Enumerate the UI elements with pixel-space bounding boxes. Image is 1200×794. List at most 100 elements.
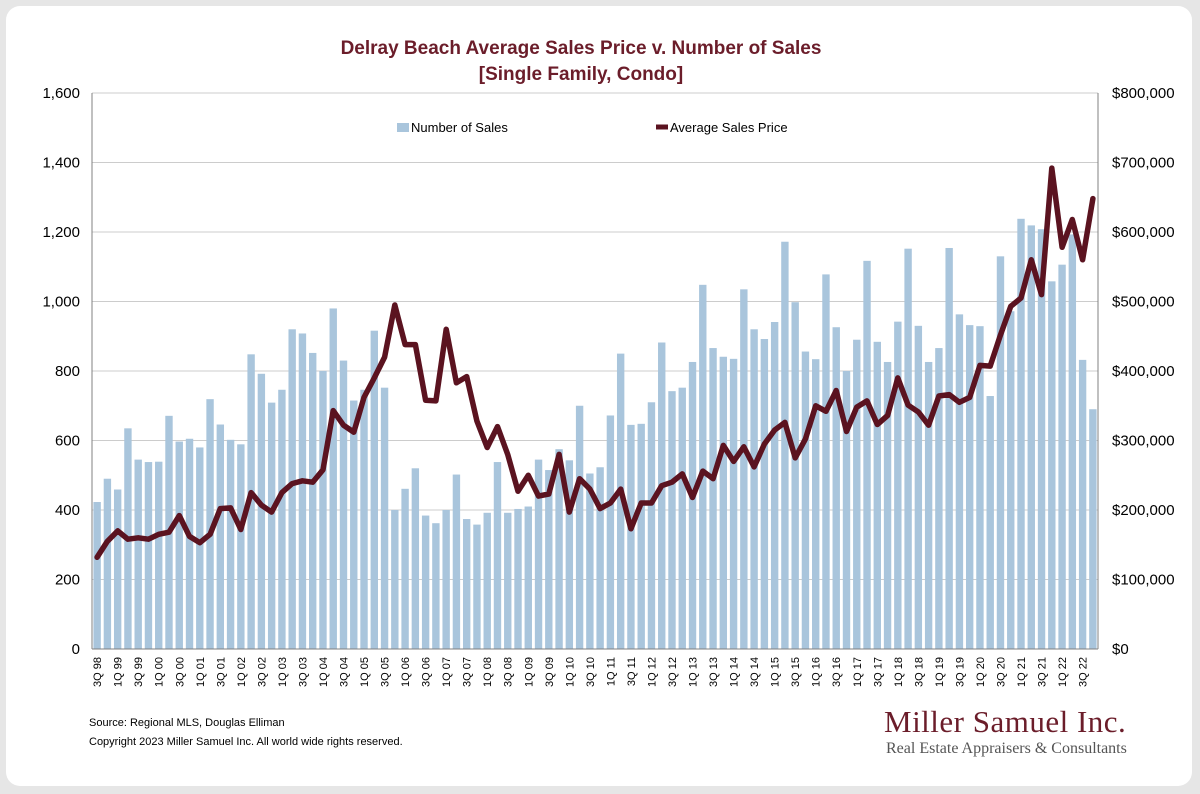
- y-left-tick-label: 1,200: [42, 224, 80, 241]
- bar: [996, 256, 1005, 649]
- axes: [91, 93, 1099, 650]
- copyright-note: Copyright 2023 Miller Samuel Inc. All wo…: [89, 736, 403, 748]
- y-left-tick-label: 800: [55, 363, 80, 380]
- chart-subtitle: [Single Family, Condo]: [478, 64, 684, 85]
- bar: [668, 391, 676, 649]
- bar: [514, 508, 522, 649]
- bar: [350, 400, 358, 649]
- bar: [637, 423, 645, 649]
- y-right-tick-label: $100,000: [1112, 572, 1175, 589]
- x-tick-label: 3Q 04: [339, 657, 351, 687]
- bar: [226, 439, 235, 649]
- x-tick-label: 1Q 22: [1057, 657, 1069, 687]
- x-tick-label: 3Q 13: [708, 657, 720, 687]
- bar: [935, 348, 943, 649]
- bar: [1078, 359, 1087, 649]
- x-tick-label: 1Q 10: [564, 657, 576, 687]
- bar: [175, 441, 183, 649]
- bar: [267, 402, 276, 649]
- bar: [504, 512, 512, 649]
- x-tick-label: 3Q 10: [585, 657, 597, 687]
- y-axis-left-ticks: 0 200 400 600 800 1,000 1,200 1,400 1,600: [42, 85, 80, 658]
- bar: [586, 473, 594, 649]
- bar: [452, 474, 461, 649]
- x-tick-label: 3Q 21: [1037, 657, 1049, 687]
- bar: [432, 523, 440, 649]
- bar: [781, 241, 789, 650]
- bar: [1017, 218, 1025, 650]
- bar: [196, 447, 204, 649]
- bar: [370, 330, 378, 649]
- bar: [237, 444, 245, 649]
- bar: [965, 325, 974, 649]
- bar: [924, 361, 933, 649]
- y-right-tick-label: $400,000: [1112, 363, 1175, 380]
- x-tick-label: 1Q 03: [277, 657, 289, 687]
- bar: [873, 341, 881, 649]
- bar: [688, 361, 697, 649]
- bar: [555, 449, 563, 649]
- bar: [822, 274, 830, 649]
- bar: [575, 405, 584, 649]
- bar: [801, 351, 810, 649]
- bar: [545, 470, 553, 649]
- legend-label-sales: Number of Sales: [411, 120, 508, 135]
- legend: Number of Sales Average Sales Price: [397, 120, 788, 135]
- bar: [309, 352, 317, 649]
- legend-swatch-sales: [397, 123, 409, 132]
- x-tick-label: 1Q 04: [318, 657, 330, 687]
- bar: [750, 329, 758, 649]
- x-tick-label: 1Q 18: [893, 657, 905, 687]
- x-tick-label: 1Q 02: [236, 657, 248, 687]
- bar: [729, 358, 738, 649]
- x-tick-label: 3Q 11: [626, 657, 638, 686]
- bar: [894, 321, 902, 649]
- bar: [1027, 225, 1035, 649]
- bar: [1007, 311, 1015, 649]
- x-tick-label: 1Q 99: [113, 657, 125, 687]
- bar: [699, 284, 707, 649]
- y-right-tick-label: $800,000: [1112, 85, 1175, 102]
- x-tick-label: 3Q 12: [667, 657, 679, 687]
- bar: [483, 512, 491, 649]
- bar: [627, 424, 635, 649]
- bar: [442, 510, 450, 649]
- bar: [298, 333, 307, 649]
- bar: [103, 478, 112, 649]
- bar: [709, 348, 717, 649]
- bar: [945, 247, 953, 650]
- y-right-tick-label: $0: [1112, 641, 1129, 658]
- x-tick-label: 1Q 20: [975, 657, 987, 687]
- bar: [770, 322, 779, 649]
- bar: [853, 339, 861, 649]
- bar: [904, 248, 912, 649]
- bar: [976, 326, 984, 649]
- x-tick-label: 1Q 08: [482, 657, 494, 687]
- x-tick-label: 3Q 98: [92, 657, 104, 687]
- x-tick-label: 3Q 16: [831, 657, 843, 687]
- price-line: [94, 165, 1096, 561]
- bar: [760, 339, 769, 649]
- y-axis-right-ticks: $0 $100,000 $200,000 $300,000 $400,000 $500,0…: [1112, 85, 1175, 658]
- bar: [391, 510, 399, 649]
- y-right-tick-label: $600,000: [1112, 224, 1175, 241]
- bar: [380, 387, 389, 649]
- y-left-tick-label: 1,600: [42, 85, 80, 102]
- x-tick-label: 3Q 01: [215, 657, 227, 687]
- x-tick-label: 3Q 22: [1078, 657, 1090, 687]
- line-series: [94, 165, 1096, 561]
- bar: [339, 360, 348, 649]
- legend-label-price: Average Sales Price: [670, 120, 788, 135]
- x-tick-label: 1Q 12: [646, 657, 658, 687]
- bar: [493, 462, 502, 649]
- bar: [812, 359, 820, 649]
- bar: [791, 302, 799, 649]
- y-left-tick-label: 1,000: [42, 294, 80, 311]
- x-tick-label: 1Q 09: [523, 657, 535, 687]
- bar: [329, 308, 337, 649]
- bar: [1058, 264, 1066, 649]
- x-tick-label: 3Q 06: [421, 657, 433, 687]
- bar: [647, 402, 656, 649]
- y-left-tick-label: 600: [55, 433, 80, 450]
